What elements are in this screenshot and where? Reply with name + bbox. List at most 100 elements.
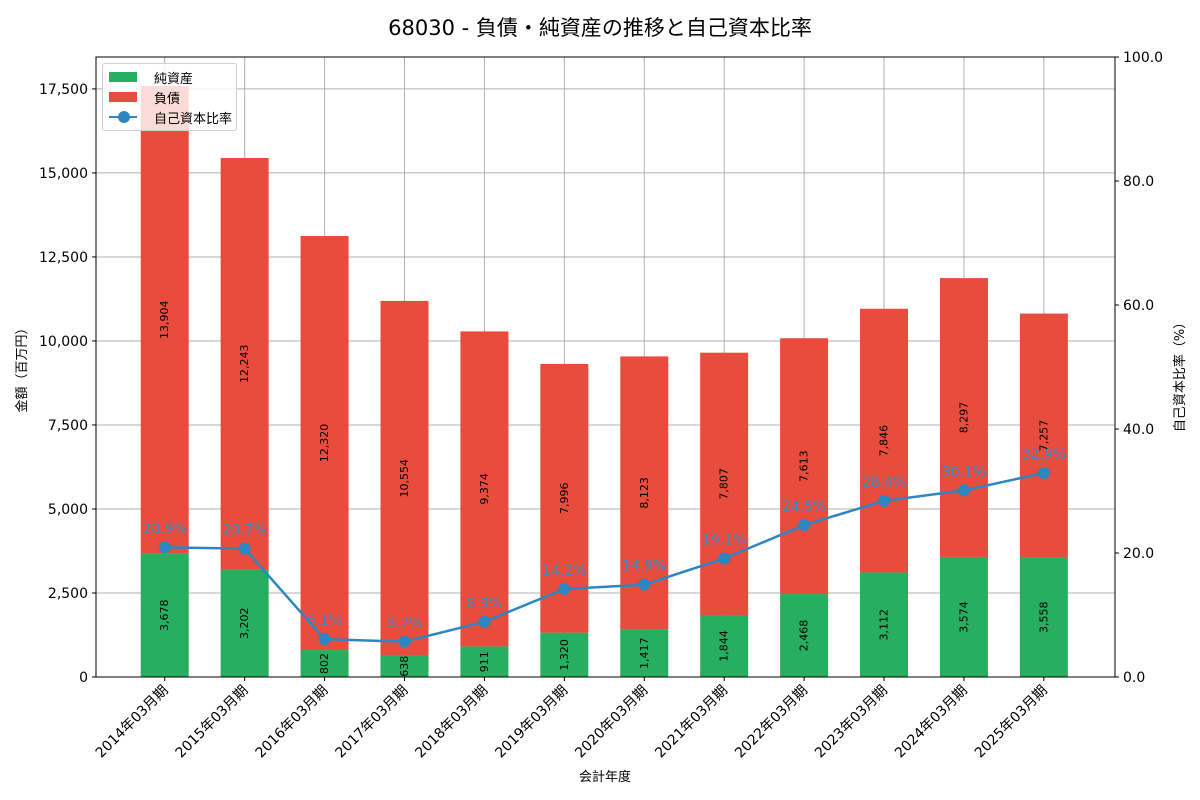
liabilities-bar xyxy=(700,352,749,616)
liabilities-value-label: 9,374 xyxy=(478,473,491,505)
equity-ratio-value-label: 24.5% xyxy=(782,499,826,515)
net-assets-bar xyxy=(460,646,509,677)
equity-ratio-point xyxy=(878,494,891,507)
y-left-tick-label: 10,000 xyxy=(39,334,88,350)
legend: 純資産 負債 自己資本比率 xyxy=(102,63,237,131)
net-assets-value-label: 1,320 xyxy=(558,639,571,671)
equity-ratio-value-label: 14.9% xyxy=(622,559,666,575)
liabilities-value-label: 7,257 xyxy=(1037,420,1050,452)
bar-series xyxy=(140,86,1068,677)
net-assets-bar xyxy=(860,572,909,677)
liabilities-bar xyxy=(1019,313,1068,558)
equity-ratio-point xyxy=(638,578,651,591)
net-assets-swatch-icon xyxy=(109,72,137,82)
equity-ratio-point xyxy=(718,552,731,565)
net-assets-value-label: 3,558 xyxy=(1037,601,1050,633)
liabilities-bar xyxy=(939,278,988,557)
x-tick-label: 2015年03月期 xyxy=(173,683,252,762)
x-tick-label: 2020年03月期 xyxy=(572,683,651,762)
equity-ratio-point xyxy=(398,635,411,648)
net-assets-bar xyxy=(939,556,988,677)
legend-label: 純資産 xyxy=(154,71,194,87)
x-tick-label: 2017年03月期 xyxy=(333,683,412,762)
equity-ratio-value-label: 32.9% xyxy=(1022,447,1066,463)
y-axis-right-label: 自己資本比率（%） xyxy=(1172,316,1188,432)
x-axis-label: 会計年度 xyxy=(579,769,631,785)
equity-ratio-point xyxy=(478,615,491,628)
equity-ratio-point xyxy=(158,541,171,554)
y-axis-left-label: 金額（百万円） xyxy=(14,321,30,412)
x-tick-label: 2024年03月期 xyxy=(892,683,971,762)
net-assets-bar xyxy=(620,629,669,677)
net-assets-value-label: 3,574 xyxy=(957,601,970,633)
y-right-tick-label: 20.0 xyxy=(1123,546,1154,562)
equity-ratio-line: 20.9% 20.7% 6.1% 5.7% 8.9% 14.2% 14.9% 19.1% 24.… xyxy=(142,447,1066,648)
liabilities-swatch-icon xyxy=(109,92,137,102)
y-right-tick-label: 100.0 xyxy=(1123,50,1163,66)
y-right-tick-label: 60.0 xyxy=(1123,298,1154,314)
equity-ratio-point xyxy=(318,633,331,646)
x-tick-label: 2021年03月期 xyxy=(652,683,731,762)
axes: 0 2,500 5,000 7,500 10,000 12,500 15,000 17,500… xyxy=(39,50,1163,761)
net-assets-bar xyxy=(700,615,749,677)
legend-label: 自己資本比率 xyxy=(154,111,233,127)
y-right-tick-label: 80.0 xyxy=(1123,174,1154,190)
x-tick-label: 2016年03月期 xyxy=(253,683,332,762)
liabilities-bar xyxy=(460,331,509,647)
equity-ratio-point xyxy=(957,484,970,497)
net-assets-bar xyxy=(140,553,189,677)
line-marker-icon xyxy=(109,111,137,123)
x-tick-label: 2018年03月期 xyxy=(412,683,491,762)
net-assets-value-label: 3,678 xyxy=(158,599,171,631)
x-tick-label: 2019年03月期 xyxy=(492,683,571,762)
liabilities-value-label: 7,807 xyxy=(718,468,731,500)
equity-ratio-value-label: 14.2% xyxy=(542,563,586,579)
liabilities-bar xyxy=(220,157,269,570)
y-right-tick-label: 0.0 xyxy=(1123,670,1145,686)
net-assets-value-label: 3,202 xyxy=(238,607,251,639)
equity-ratio-value-label: 28.4% xyxy=(862,475,906,491)
liabilities-value-label: 8,297 xyxy=(957,402,970,434)
net-assets-value-label: 1,417 xyxy=(638,637,651,669)
liabilities-value-label: 12,243 xyxy=(238,344,251,383)
liabilities-value-label: 13,904 xyxy=(158,301,171,340)
equity-ratio-point xyxy=(558,582,571,595)
bar-value-labels: 3,678 13,904 3,202 12,243 802 12,320 638 10,554… xyxy=(158,301,1050,677)
x-tick-label: 2025年03月期 xyxy=(972,683,1051,762)
equity-ratio-value-label: 20.7% xyxy=(222,523,266,539)
equity-ratio-point xyxy=(1037,467,1050,480)
chart-title: 68030 - 負債・純資産の推移と自己資本比率 xyxy=(388,16,812,40)
net-assets-bar xyxy=(780,594,829,677)
liabilities-bar xyxy=(860,308,909,573)
net-assets-value-label: 3,112 xyxy=(878,609,891,641)
equity-ratio-value-label: 5.7% xyxy=(387,616,423,632)
equity-ratio-point xyxy=(238,542,251,555)
legend-item-equity-ratio: 自己資本比率 xyxy=(109,107,232,127)
net-assets-bar xyxy=(1019,557,1068,677)
equity-ratio-point xyxy=(798,519,811,532)
equity-ratio-value-label: 6.1% xyxy=(307,613,343,629)
y-left-tick-label: 5,000 xyxy=(48,502,88,518)
net-assets-value-label: 1,844 xyxy=(718,630,731,662)
liabilities-value-label: 7,846 xyxy=(878,425,891,457)
net-assets-value-label: 911 xyxy=(478,651,491,672)
liabilities-bar xyxy=(140,86,189,554)
y-left-tick-label: 0 xyxy=(79,670,88,686)
legend-item-net-assets: 純資産 xyxy=(109,67,193,87)
legend-label: 負債 xyxy=(154,91,181,107)
y-left-tick-label: 17,500 xyxy=(39,82,88,98)
y-left-tick-label: 12,500 xyxy=(39,250,88,266)
net-assets-bar xyxy=(540,632,589,677)
net-assets-bar xyxy=(220,569,269,677)
x-tick-label: 2022年03月期 xyxy=(732,683,811,762)
liabilities-value-label: 7,996 xyxy=(558,483,571,514)
liabilities-value-label: 7,613 xyxy=(798,450,811,482)
liabilities-bar xyxy=(380,300,429,656)
equity-ratio-value-label: 30.1% xyxy=(942,464,986,480)
net-assets-bar xyxy=(300,650,349,677)
equity-ratio-value-label: 20.9% xyxy=(142,521,186,537)
x-tick-label: 2023年03月期 xyxy=(812,683,891,762)
net-assets-value-label: 638 xyxy=(398,656,411,677)
equity-ratio-value-label: 19.1% xyxy=(702,533,746,549)
